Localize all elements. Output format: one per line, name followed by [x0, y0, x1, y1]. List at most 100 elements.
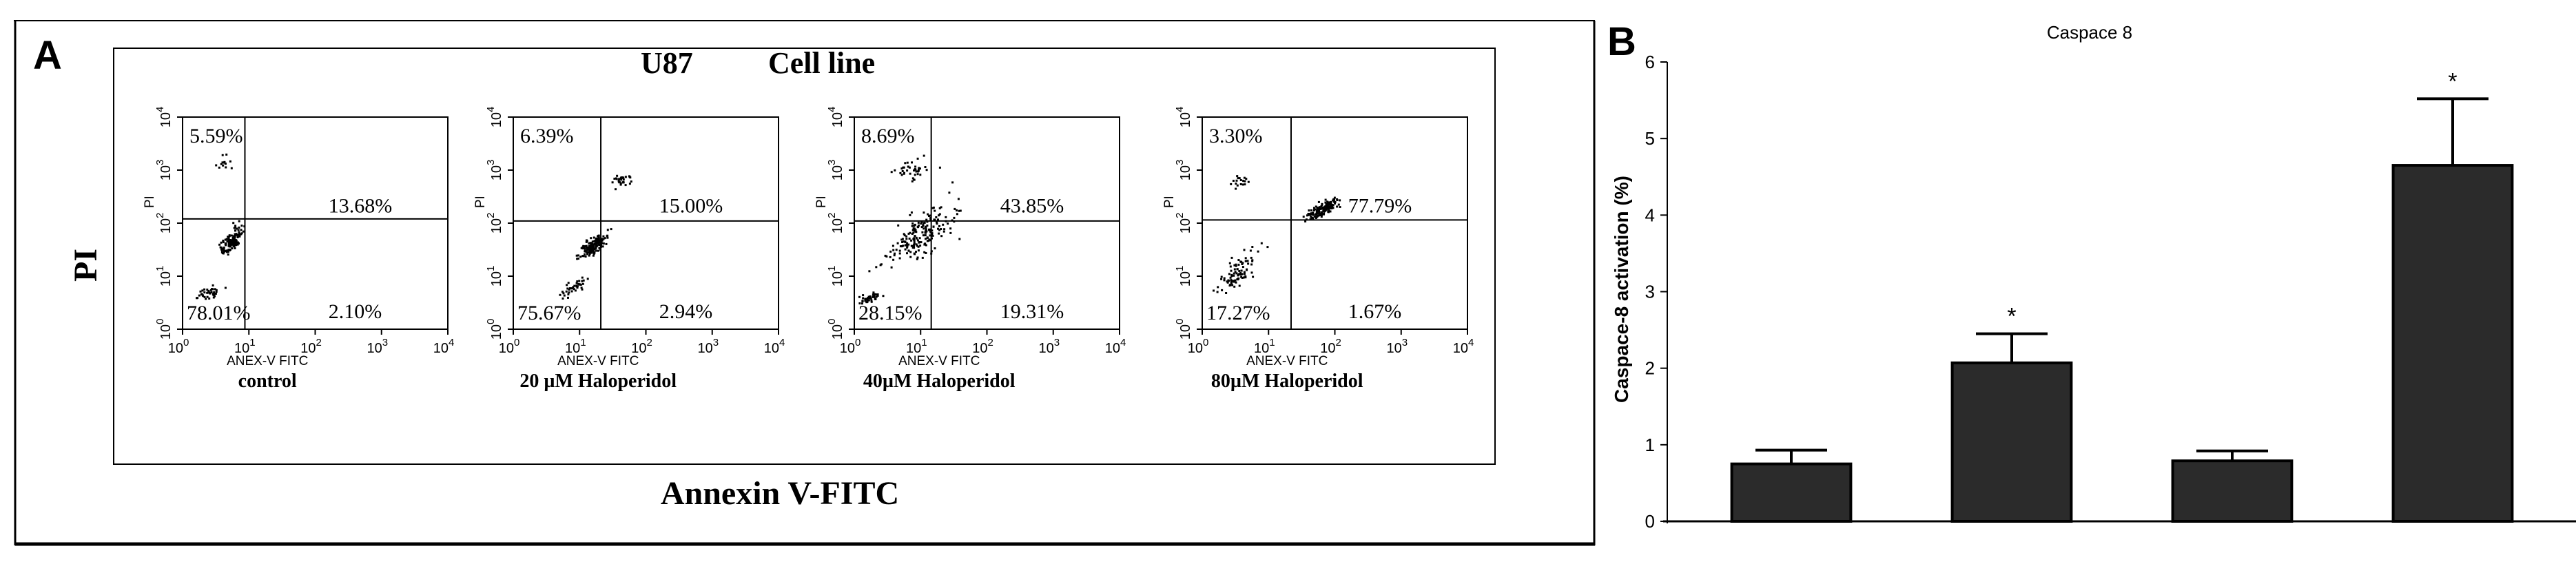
event-dot	[904, 248, 907, 251]
event-dot	[206, 295, 209, 298]
event-dot	[909, 251, 912, 253]
event-dot	[1332, 207, 1335, 209]
event-dot	[619, 177, 622, 180]
event-dot	[1326, 207, 1329, 209]
event-dot	[959, 209, 962, 212]
event-dot	[586, 278, 589, 280]
event-dot	[588, 251, 591, 253]
event-dot	[936, 221, 938, 224]
event-dot	[590, 249, 593, 251]
y-tick-label: 104	[1174, 107, 1193, 128]
event-dot	[597, 234, 600, 237]
event-dot	[1318, 211, 1321, 213]
event-dot	[933, 218, 936, 221]
event-dot	[1311, 216, 1314, 219]
event-dot	[914, 253, 916, 255]
event-dot	[1325, 208, 1328, 211]
quadrant-value-upper-left: 8.69%	[861, 125, 915, 147]
event-dot	[942, 230, 945, 233]
event-dot	[895, 249, 898, 251]
event-dot	[1232, 180, 1235, 182]
event-dot	[900, 167, 903, 170]
event-dot	[901, 170, 904, 172]
plot-caption: 80µM Haloperidol	[1211, 371, 1363, 392]
y-tick-label: 104	[154, 107, 174, 128]
event-dot	[922, 234, 925, 237]
event-dot	[898, 249, 901, 252]
event-dot	[212, 293, 214, 296]
event-dot	[903, 234, 906, 237]
y-tick-label: 102	[1174, 213, 1193, 234]
event-dot	[1233, 274, 1235, 277]
y-tick-label: 2	[1645, 358, 1655, 379]
plot-x-label: ANEX-V FITC	[227, 354, 308, 368]
event-dot	[922, 224, 925, 227]
event-dot	[234, 238, 236, 240]
event-dot	[917, 170, 919, 173]
event-dot	[889, 250, 892, 253]
x-tick-label: 100	[1188, 337, 1209, 356]
event-dot	[601, 245, 604, 248]
event-dot	[598, 247, 601, 249]
event-dot	[1324, 198, 1327, 201]
event-dot	[606, 236, 609, 239]
event-dot	[951, 219, 954, 222]
event-dot	[593, 249, 595, 252]
event-dot	[1320, 216, 1323, 218]
event-dot	[916, 237, 918, 240]
event-dot	[1244, 180, 1246, 182]
y-tick-label: 6	[1645, 52, 1655, 72]
event-dot	[906, 245, 909, 248]
event-dot	[915, 243, 918, 246]
quadrant-value-lower-left: 78.01%	[187, 302, 251, 324]
event-dot	[1238, 270, 1241, 272]
event-dot	[890, 266, 893, 269]
quadrant-value-upper-right: 77.79%	[1348, 195, 1412, 218]
event-dot	[213, 291, 216, 293]
event-dot	[224, 286, 227, 289]
event-dot	[943, 228, 946, 231]
event-dot	[581, 282, 584, 285]
panel-a-letter: A	[33, 33, 62, 78]
event-dot	[947, 222, 949, 225]
event-dot	[916, 244, 918, 247]
event-dot	[578, 280, 581, 282]
event-dot	[1328, 207, 1330, 210]
event-dot	[1239, 273, 1242, 276]
event-dots	[196, 154, 246, 300]
event-dot	[914, 229, 917, 231]
event-dot	[928, 238, 931, 241]
event-dot	[597, 242, 599, 244]
event-dot	[1322, 213, 1325, 216]
event-dot	[238, 242, 240, 244]
event-dot	[903, 233, 905, 236]
event-dot	[624, 184, 627, 187]
event-dot	[896, 242, 899, 244]
event-dot	[1234, 271, 1237, 273]
x-tick-label: 101	[565, 337, 586, 356]
event-dot	[595, 242, 597, 244]
significance-marker: *	[2448, 68, 2457, 94]
event-dot	[602, 238, 605, 240]
event-dot	[589, 242, 592, 244]
event-dot	[893, 254, 896, 257]
event-dot	[1235, 264, 1237, 267]
event-dot	[1260, 242, 1263, 244]
event-dot	[872, 291, 875, 294]
event-dot	[1233, 280, 1235, 282]
event-dot	[203, 291, 206, 294]
event-dot	[945, 216, 947, 218]
event-dot	[914, 223, 916, 226]
event-dot	[862, 294, 865, 297]
event-dot	[1310, 209, 1312, 211]
event-dot	[228, 242, 231, 244]
event-dot	[196, 297, 199, 300]
event-dot	[920, 241, 923, 244]
event-dot	[593, 248, 596, 250]
event-dot	[201, 294, 204, 297]
event-dot	[918, 241, 920, 243]
event-dot	[914, 168, 917, 171]
event-dot	[907, 249, 910, 252]
event-dot	[223, 247, 225, 249]
event-dot	[1246, 260, 1249, 262]
